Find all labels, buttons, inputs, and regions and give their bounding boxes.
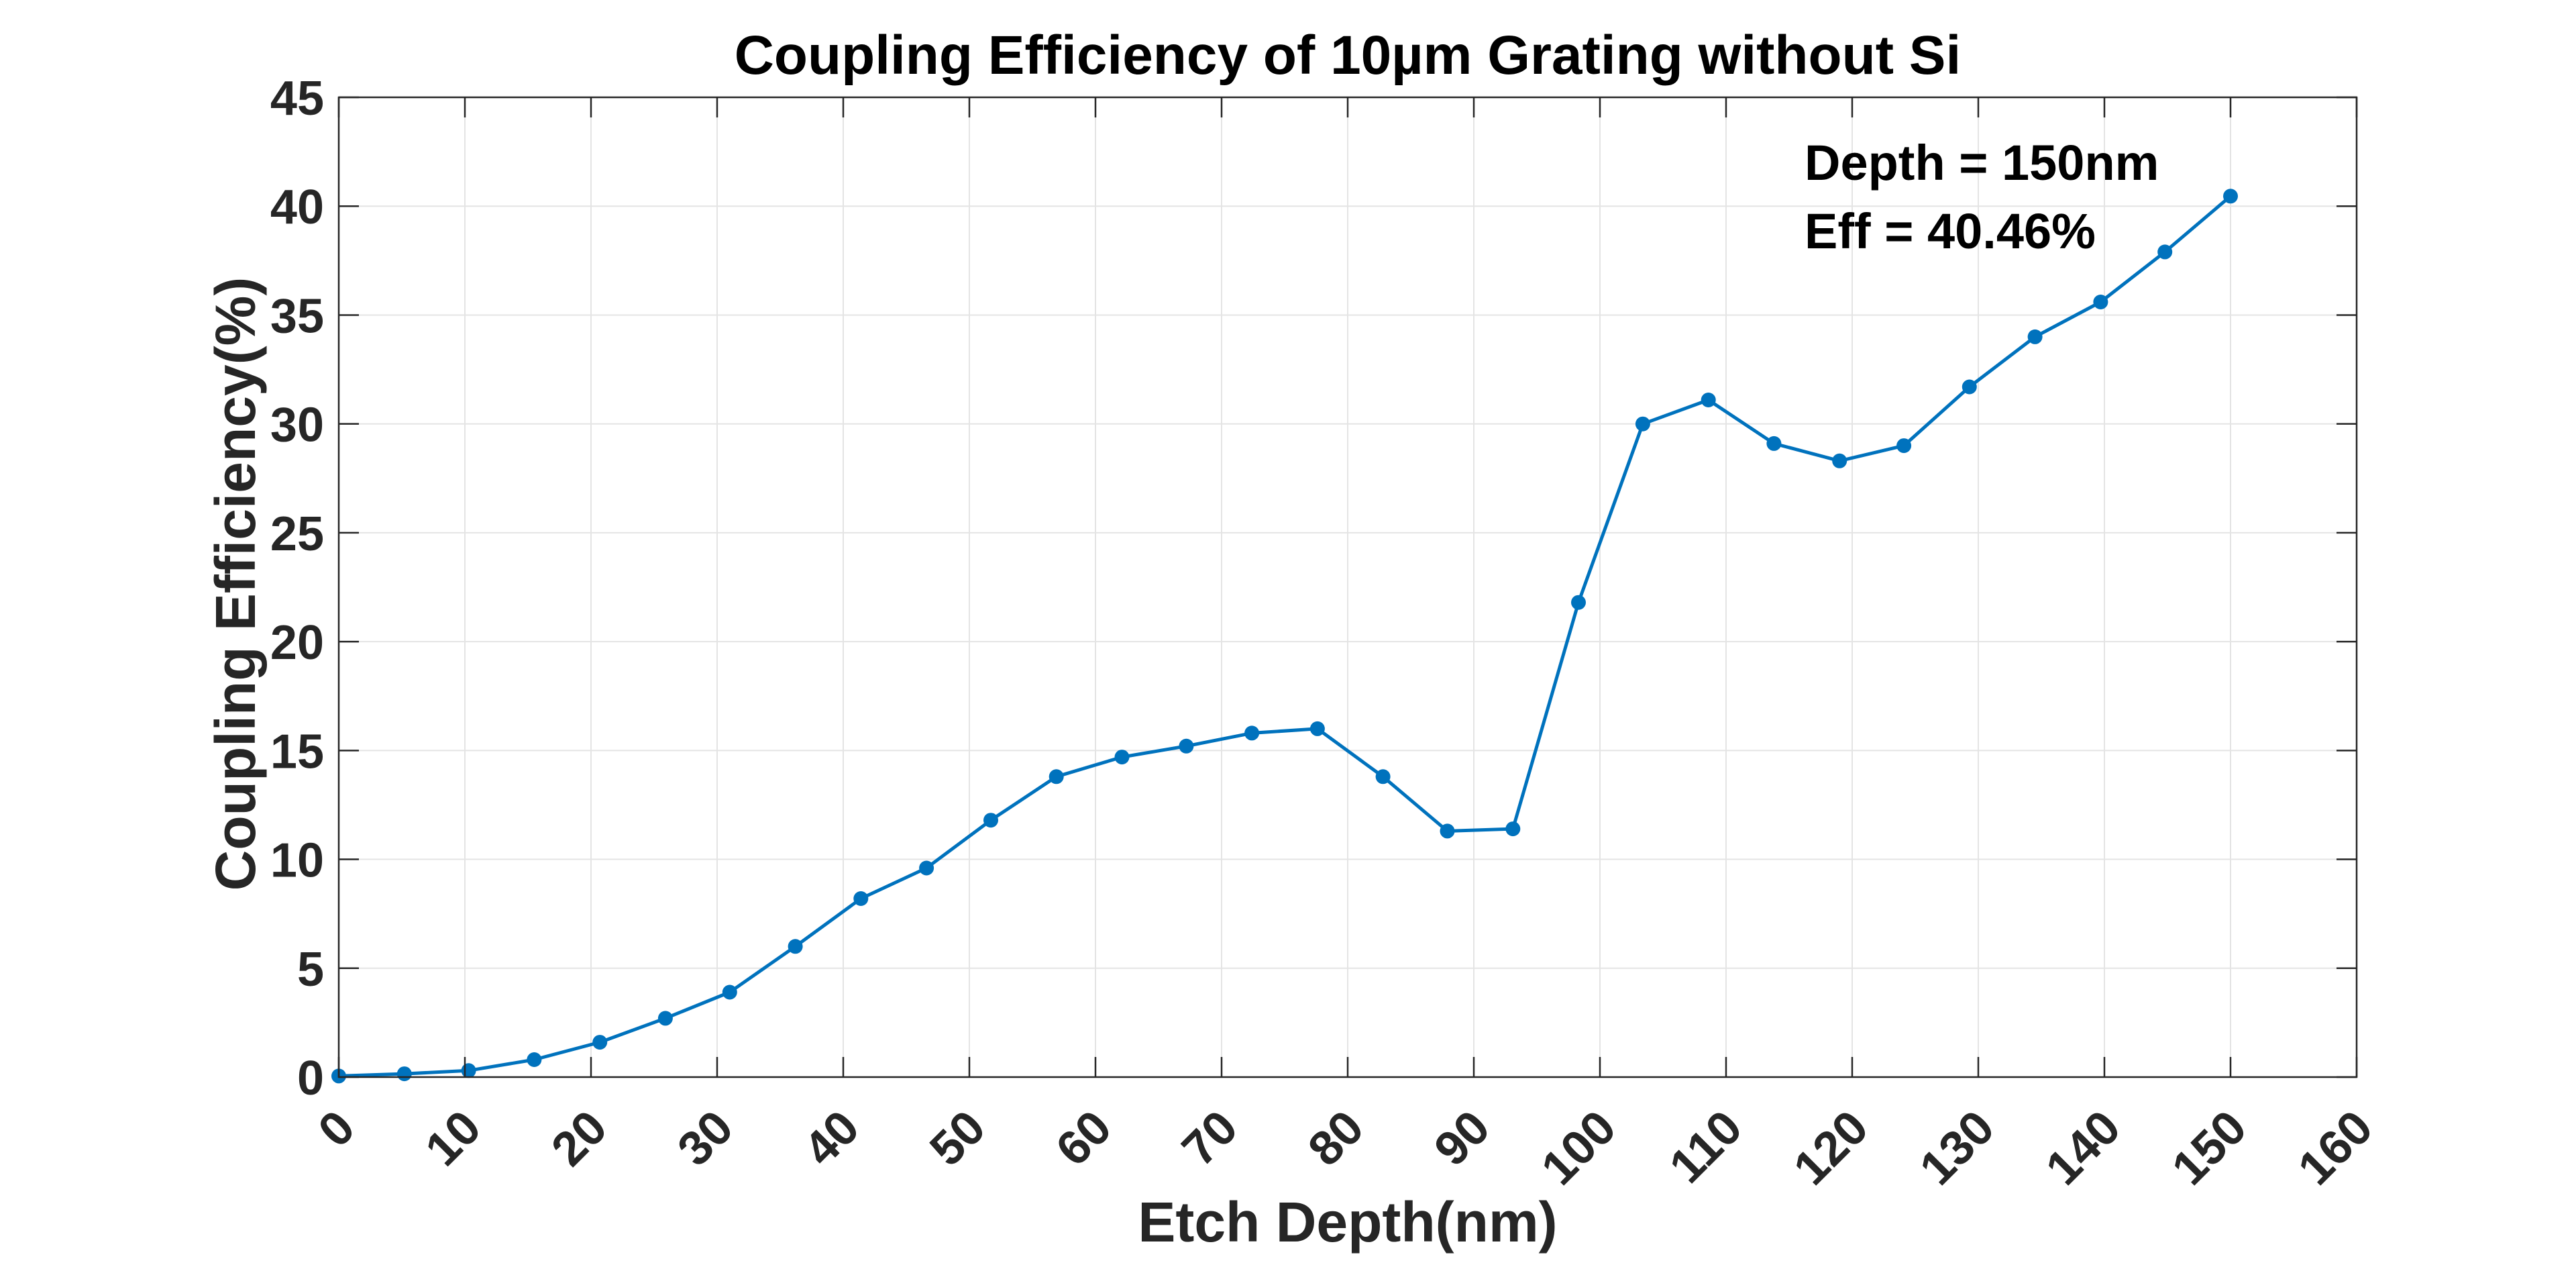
data-point	[1179, 738, 1194, 754]
data-point	[1635, 416, 1650, 432]
data-point	[919, 860, 934, 876]
y-tick-label: 10	[270, 834, 324, 888]
data-point	[983, 813, 998, 828]
data-point	[2157, 244, 2173, 260]
y-tick-label: 35	[270, 289, 324, 343]
data-point	[1114, 750, 1130, 765]
y-tick-label: 5	[297, 943, 324, 997]
data-point	[527, 1052, 542, 1067]
y-tick-label: 40	[270, 181, 324, 234]
data-point	[722, 984, 737, 1000]
chart-title: Coupling Efficiency of 10µm Grating with…	[735, 25, 1962, 86]
data-point	[1244, 725, 1260, 741]
series-line	[338, 195, 2232, 1078]
y-tick-label: 25	[270, 507, 324, 561]
data-point	[461, 1063, 476, 1078]
data-point	[2027, 329, 2043, 344]
axis-ticks	[337, 96, 2358, 1078]
y-tick-label: 15	[270, 725, 324, 778]
x-axis-label: Etch Depth(nm)	[1138, 1190, 1557, 1254]
data-point	[1440, 823, 1455, 839]
data-point	[853, 891, 869, 906]
data-point	[1571, 595, 1586, 610]
data-series	[331, 189, 2238, 1084]
y-tick-label: 30	[270, 399, 324, 452]
data-point	[657, 1011, 673, 1026]
data-point	[2223, 189, 2238, 204]
data-point	[1309, 721, 1325, 736]
y-tick-label: 0	[297, 1052, 324, 1105]
y-axis-label: Coupling Efficiency(%)	[204, 277, 267, 891]
data-point	[2093, 295, 2108, 309]
y-tick-label: 45	[270, 72, 324, 125]
data-point	[592, 1035, 608, 1050]
data-point	[396, 1066, 412, 1082]
annotation-depth: Depth = 150nm	[1805, 135, 2159, 191]
data-point	[1896, 438, 1912, 454]
y-tick-labels: 0 5 10 15 20 25 30 35 40 45	[270, 72, 324, 1105]
annotation-efficiency: Eff = 40.46%	[1805, 203, 2096, 259]
data-point	[1505, 821, 1521, 837]
data-point	[788, 939, 803, 954]
data-point	[1049, 769, 1064, 784]
data-point	[1375, 769, 1391, 784]
data-point	[1701, 393, 1716, 407]
data-point	[1766, 436, 1782, 451]
data-point	[1832, 453, 1847, 468]
data-point	[1962, 379, 1977, 395]
y-tick-label: 20	[270, 616, 324, 670]
